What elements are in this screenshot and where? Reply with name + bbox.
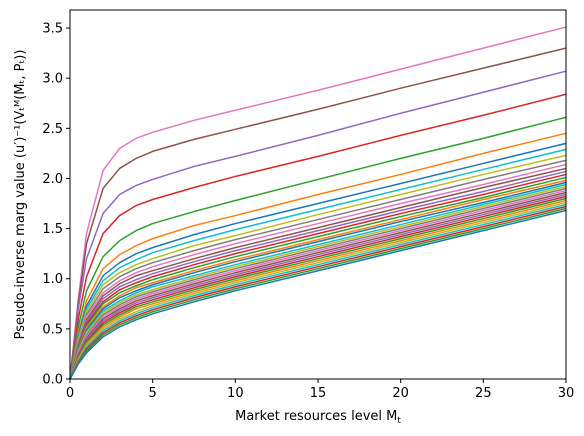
y-tick-label: 0.5 (42, 322, 63, 337)
series-line-15 (69, 176, 567, 380)
x-tick-label: 20 (392, 386, 409, 401)
series-line-21 (69, 189, 567, 380)
series-line-29 (69, 205, 567, 380)
series-line-1 (69, 26, 567, 380)
x-axis-label-subscript: t (397, 416, 401, 426)
y-tick-label: 1.0 (42, 272, 63, 287)
series-line-8 (69, 148, 567, 380)
y-tick-label: 1.5 (42, 222, 63, 237)
series-line-16 (69, 179, 567, 380)
series-line-7 (69, 142, 567, 380)
series-line-2 (69, 47, 567, 380)
series-line-4 (69, 93, 567, 380)
x-tick-label: 0 (66, 386, 74, 401)
series-layer (69, 26, 567, 380)
series-line-10 (69, 159, 567, 380)
x-tick-label: 25 (475, 386, 492, 401)
series-line-9 (69, 154, 567, 380)
series-line-5 (69, 116, 567, 380)
y-tick-label: 3.0 (42, 72, 63, 87)
series-line-12 (69, 167, 567, 380)
y-tick-label: 2.5 (42, 122, 63, 137)
series-line-17 (69, 181, 567, 380)
series-line-13 (69, 170, 567, 380)
x-tick-label: 15 (310, 386, 327, 401)
x-tick-label: 30 (558, 386, 575, 401)
series-line-3 (69, 70, 567, 380)
x-tick-label: 5 (149, 386, 157, 401)
series-line-14 (69, 173, 567, 380)
y-tick-label: 2.0 (42, 172, 63, 187)
series-line-25 (69, 197, 567, 380)
y-axis-ticks: 0.0 0.5 1.0 1.5 2.0 2.5 3.0 3.5 (42, 22, 70, 388)
series-line-26 (69, 199, 567, 380)
series-line-30 (69, 207, 567, 380)
series-line-31 (69, 209, 567, 380)
series-line-11 (69, 163, 567, 380)
series-line-23 (69, 193, 567, 380)
series-line-6 (69, 132, 567, 380)
x-axis-ticks: 0 5 10 15 20 25 30 (66, 379, 574, 401)
x-axis-label: Market resources level Mt (235, 409, 401, 426)
y-tick-label: 3.5 (42, 22, 63, 37)
y-axis-label: Pseudo-inverse marg value (u′)⁻¹(Vₜᴹ(Mₜ,… (13, 50, 28, 340)
y-tick-label: 0.0 (42, 373, 63, 388)
x-tick-label: 10 (227, 386, 244, 401)
series-line-19 (69, 185, 567, 380)
x-axis-label-main: Market resources level M (235, 409, 397, 424)
series-line-28 (69, 203, 567, 380)
